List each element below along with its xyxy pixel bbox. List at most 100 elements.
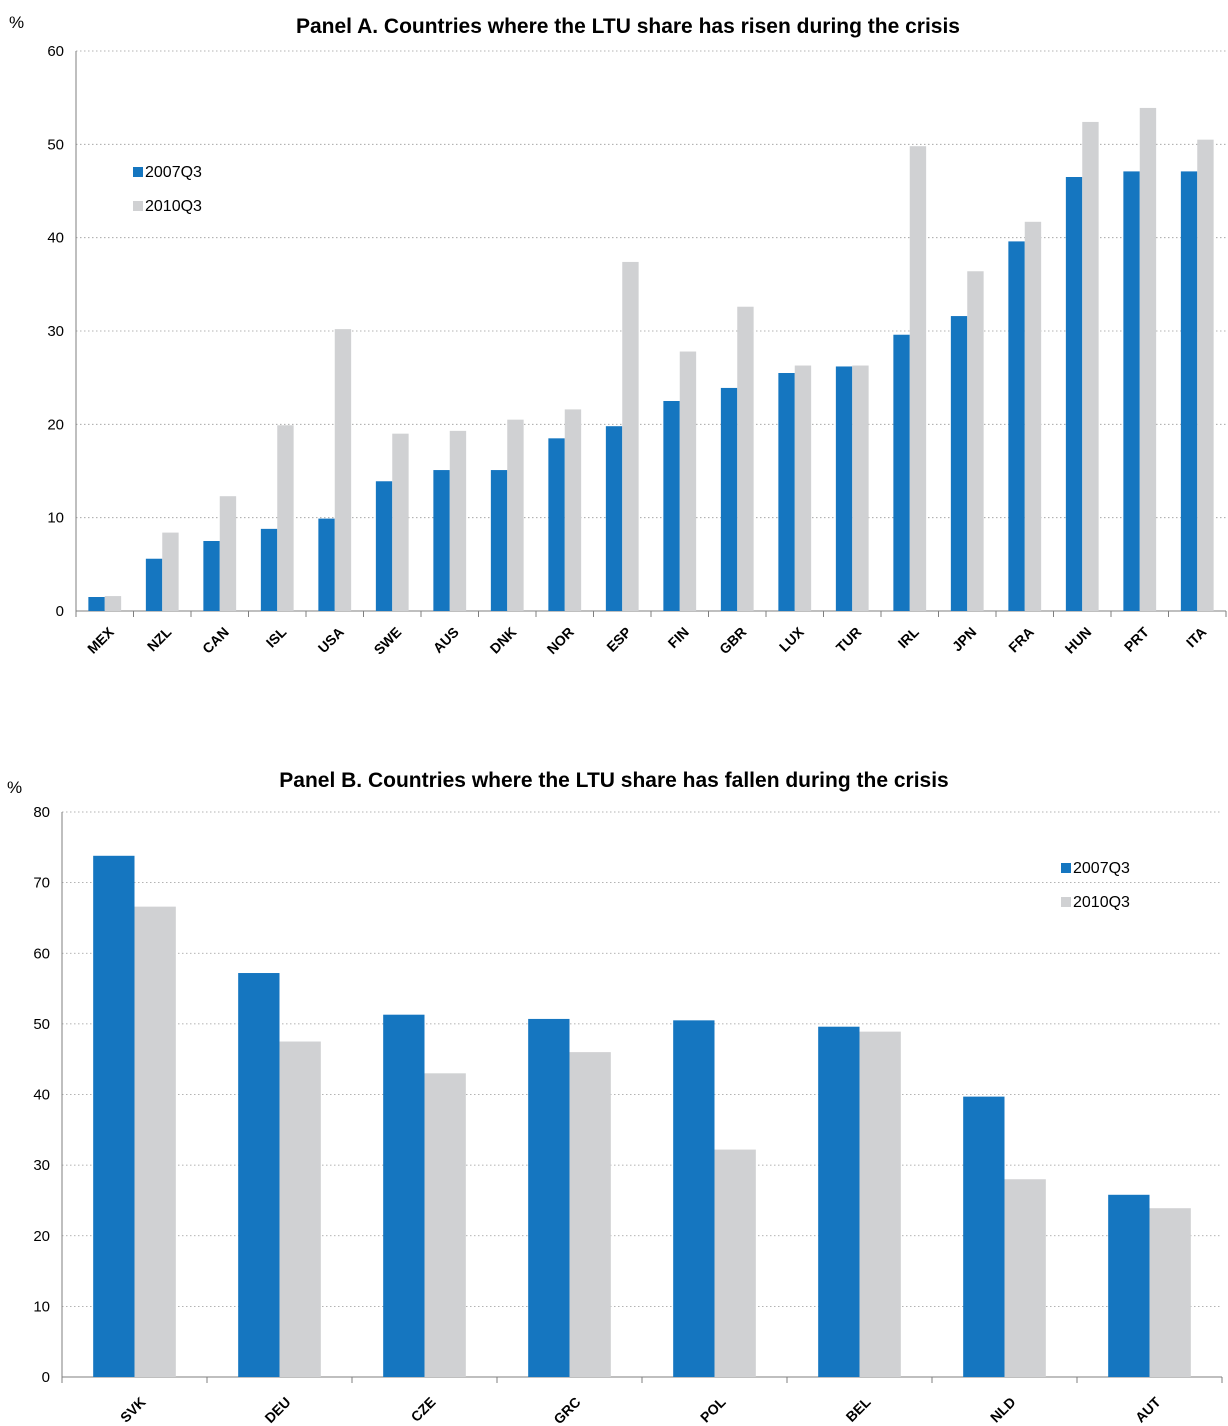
y-tick-label: 20 <box>47 416 64 433</box>
x-tick-label: MEX <box>84 623 117 656</box>
bar-2010Q3-USA <box>334 329 352 611</box>
x-tick-label: IRL <box>895 623 923 651</box>
x-tick-label: HUN <box>1062 624 1095 657</box>
bar-2007Q3-FRA <box>1008 241 1025 611</box>
bar-2010Q3-NOR <box>564 409 582 611</box>
x-tick-label: SWE <box>371 624 405 658</box>
legend-swatch-2010Q3 <box>133 201 143 211</box>
bar-2010Q3-CAN <box>219 496 237 611</box>
bar-2007Q3-AUT <box>1108 1194 1150 1377</box>
bar-2010Q3-GBR <box>737 306 754 611</box>
bar-2007Q3-DEU <box>238 973 280 1377</box>
bar-2007Q3-DNK <box>490 470 508 611</box>
legend-swatch-2007Q3 <box>1061 863 1071 873</box>
x-tick-label: CAN <box>199 624 232 657</box>
bar-2007Q3-MEX <box>88 597 105 611</box>
bar-2010Q3-FIN <box>679 351 697 611</box>
bar-2007Q3-GBR <box>720 387 738 611</box>
bar-2007Q3-NLD <box>963 1096 1005 1377</box>
y-axis-unit: % <box>9 13 24 32</box>
legend-label: 2010Q3 <box>1073 894 1130 911</box>
x-tick-label: LUX <box>776 623 808 655</box>
x-tick-label: NOR <box>544 624 577 657</box>
bar-2010Q3-FRA <box>1024 221 1042 612</box>
x-tick-label: FRA <box>1005 624 1037 656</box>
bar-2007Q3-PRT <box>1123 171 1140 611</box>
x-tick-label: SVK <box>117 1394 149 1426</box>
bar-2010Q3-PRT <box>1139 107 1157 611</box>
y-tick-label: 60 <box>47 43 64 60</box>
bar-2010Q3-JPN <box>967 271 984 611</box>
y-tick-label: 0 <box>56 603 64 620</box>
bar-2007Q3-ESP <box>605 426 623 611</box>
x-tick-label: JPN <box>949 624 980 655</box>
y-tick-label: 30 <box>47 323 64 340</box>
bar-2007Q3-TUR <box>835 366 853 611</box>
bar-2007Q3-AUS <box>433 470 450 611</box>
x-tick-label: GRC <box>550 1394 583 1426</box>
x-tick-label: BEL <box>843 1393 874 1424</box>
bar-2007Q3-IRL <box>893 334 910 611</box>
bar-2010Q3-IRL <box>909 146 927 611</box>
y-tick-label: 10 <box>33 1298 50 1315</box>
x-tick-label: CZE <box>408 1394 439 1425</box>
y-tick-label: 10 <box>47 510 64 527</box>
chart-panel-b: Panel B. Countries where the LTU share h… <box>7 769 1223 1426</box>
bar-2007Q3-ITA <box>1180 171 1198 611</box>
y-tick-label: 40 <box>47 230 64 247</box>
bar-2010Q3-DNK <box>507 419 524 611</box>
chart-panel-a: Panel A. Countries where the LTU share h… <box>9 13 1227 658</box>
legend-swatch-2010Q3 <box>1061 897 1071 907</box>
legend-swatch-2007Q3 <box>133 167 143 177</box>
y-tick-label: 40 <box>33 1087 50 1104</box>
bar-2010Q3-ITA <box>1197 139 1214 611</box>
x-tick-label: TUR <box>833 624 865 656</box>
bar-2010Q3-TUR <box>852 365 869 611</box>
bar-2007Q3-FIN <box>663 401 680 611</box>
x-tick-label: FIN <box>665 624 692 651</box>
bar-2010Q3-HUN <box>1082 121 1099 611</box>
chart-title: Panel A. Countries where the LTU share h… <box>296 15 960 38</box>
y-tick-label: 50 <box>47 136 64 153</box>
y-tick-label: 80 <box>33 804 50 821</box>
bar-2010Q3-AUT <box>1149 1208 1191 1377</box>
x-tick-label: AUT <box>1132 1393 1164 1425</box>
bar-2007Q3-HUN <box>1065 177 1083 611</box>
chart-title: Panel B. Countries where the LTU share h… <box>279 769 948 792</box>
bar-2010Q3-NZL <box>162 532 179 611</box>
bar-2007Q3-NZL <box>145 558 163 611</box>
x-tick-label: POL <box>697 1393 729 1425</box>
y-tick-label: 70 <box>33 875 50 892</box>
bar-2010Q3-CZE <box>424 1073 466 1377</box>
bar-2010Q3-NLD <box>1004 1179 1046 1377</box>
x-tick-label: USA <box>315 624 347 656</box>
x-tick-label: NZL <box>144 623 175 654</box>
bar-2010Q3-ISL <box>277 425 294 611</box>
bar-2010Q3-SVK <box>134 906 176 1377</box>
bar-2010Q3-BEL <box>859 1031 901 1377</box>
bar-2010Q3-SWE <box>392 433 409 611</box>
legend-label: 2007Q3 <box>1073 860 1130 877</box>
y-tick-label: 20 <box>33 1228 50 1245</box>
legend-label: 2007Q3 <box>145 164 202 181</box>
bar-2010Q3-DEU <box>279 1041 321 1377</box>
legend-label: 2010Q3 <box>145 198 202 215</box>
x-tick-label: GBR <box>716 624 749 657</box>
bar-2007Q3-LUX <box>778 373 795 611</box>
bar-2007Q3-SVK <box>93 855 135 1377</box>
y-axis-unit: % <box>7 778 22 797</box>
y-tick-label: 30 <box>33 1157 50 1174</box>
bar-2007Q3-USA <box>318 518 335 611</box>
bar-2007Q3-POL <box>673 1020 715 1377</box>
y-tick-label: 60 <box>33 945 50 962</box>
bar-2010Q3-MEX <box>104 596 122 611</box>
x-tick-label: DNK <box>487 624 520 657</box>
bar-2010Q3-POL <box>714 1149 756 1377</box>
bar-2007Q3-JPN <box>950 316 968 611</box>
x-tick-label: ITA <box>1183 624 1210 651</box>
x-tick-label: NLD <box>987 1394 1019 1426</box>
x-tick-label: ESP <box>603 624 634 655</box>
bar-2007Q3-GRC <box>528 1018 570 1377</box>
x-tick-label: PRT <box>1121 623 1152 654</box>
